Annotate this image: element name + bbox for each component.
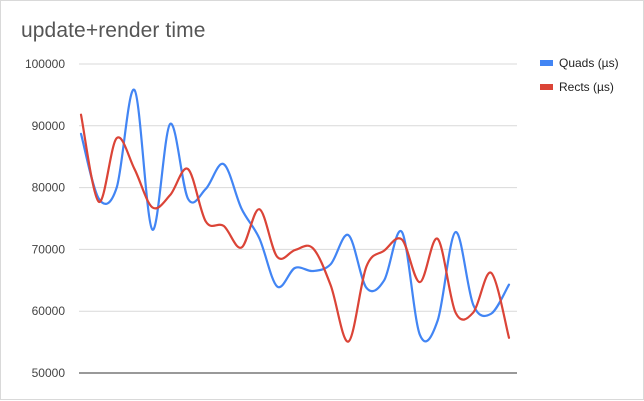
y-tick-label: 80000: [32, 181, 66, 195]
legend-label-quads: Quads (µs): [559, 56, 619, 70]
y-tick-label: 50000: [32, 366, 66, 380]
series-line-quads: [79, 88, 511, 343]
chart-title: update+render time: [21, 19, 206, 42]
y-tick-label: 90000: [32, 119, 66, 133]
legend-swatch-quads: [540, 60, 553, 66]
y-tick-label: 100000: [25, 57, 65, 71]
legend-label-rects: Rects (µs): [559, 80, 614, 94]
series-line-rects: [79, 113, 511, 343]
y-tick-label: 70000: [32, 242, 66, 256]
legend-swatch-rects: [540, 84, 553, 90]
y-tick-label: 60000: [32, 304, 66, 318]
